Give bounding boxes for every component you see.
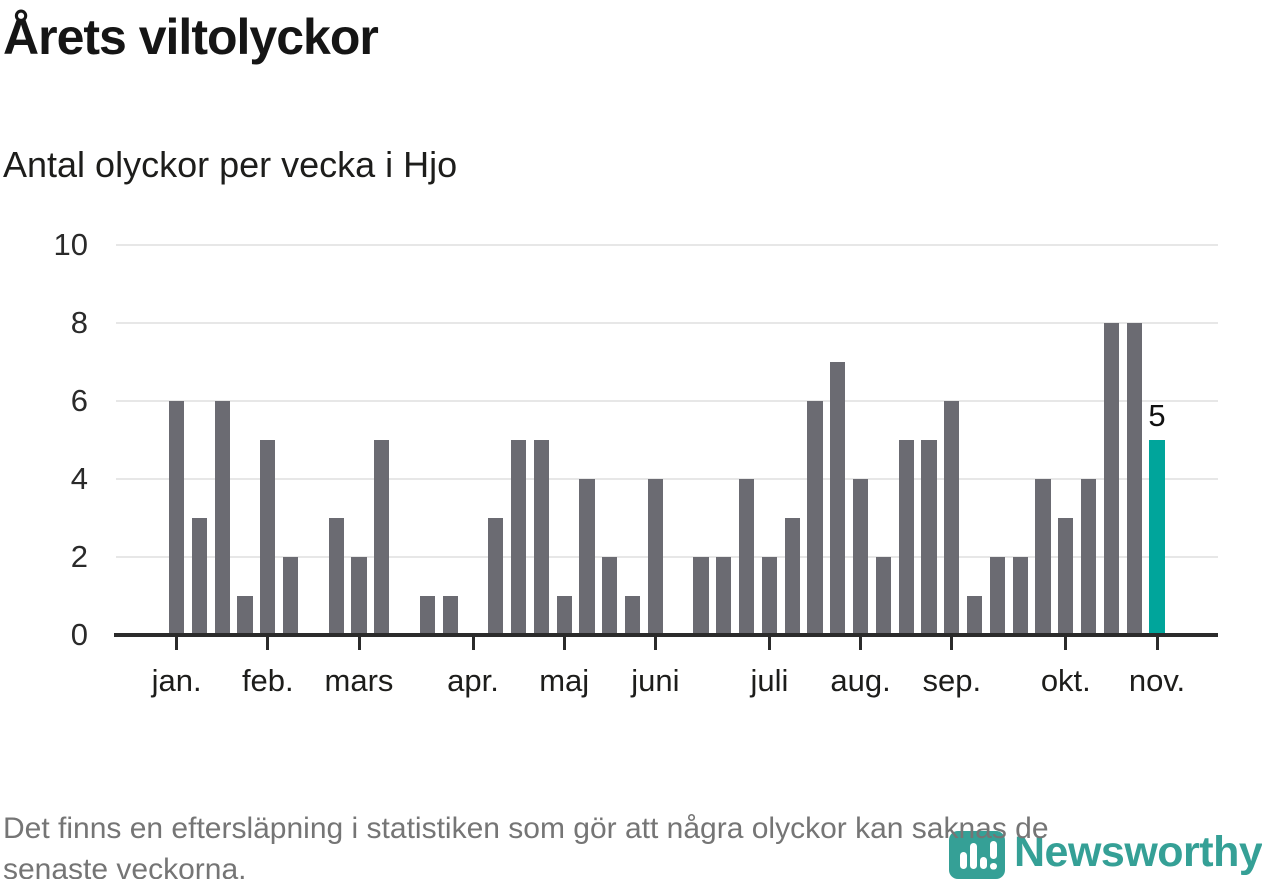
y-tick-label-0: 0 bbox=[70, 617, 88, 652]
bar-week-43 bbox=[1126, 323, 1142, 635]
bar-week-31 bbox=[853, 479, 869, 635]
bar-week-18 bbox=[556, 596, 572, 635]
bar-week-28 bbox=[784, 518, 800, 635]
chart-subtitle: Antal olyckor per vecka i Hjo bbox=[3, 144, 458, 185]
bar-week-37 bbox=[989, 557, 1005, 635]
gridline-2 bbox=[116, 556, 1218, 558]
month-label-feb: feb. bbox=[241, 663, 294, 698]
bar-week-21 bbox=[625, 596, 641, 635]
month-tick-okt bbox=[1064, 637, 1068, 650]
bar-week-1 bbox=[169, 401, 185, 635]
bar-week-5 bbox=[260, 440, 276, 635]
chart-title: Årets viltolyckor bbox=[3, 9, 379, 65]
bar-week-9 bbox=[351, 557, 367, 635]
bar-week-38 bbox=[1012, 557, 1028, 635]
month-label-juni: juni bbox=[631, 663, 680, 698]
newsworthy-wordmark: Newsworthy bbox=[1014, 828, 1262, 876]
bar-week-42 bbox=[1103, 323, 1119, 635]
bar-week-36 bbox=[967, 596, 983, 635]
bar-week-27 bbox=[761, 557, 777, 635]
month-label-mars: mars bbox=[324, 663, 394, 698]
bar-week-12 bbox=[419, 596, 435, 635]
month-tick-juni bbox=[653, 637, 657, 650]
y-tick-label-10: 10 bbox=[53, 227, 88, 262]
bar-week-4 bbox=[237, 596, 253, 635]
bar-week-24 bbox=[693, 557, 709, 635]
month-tick-nov bbox=[1155, 637, 1159, 650]
y-tick-label-2: 2 bbox=[70, 539, 88, 574]
bar-week-2 bbox=[191, 518, 207, 635]
bar-week-16 bbox=[511, 440, 527, 635]
bar-week-35 bbox=[944, 401, 960, 635]
bar-week-8 bbox=[328, 518, 344, 635]
bar-week-17 bbox=[533, 440, 549, 635]
bar-week-10 bbox=[374, 440, 390, 635]
bar-week-33 bbox=[898, 440, 914, 635]
month-tick-aug bbox=[859, 637, 863, 650]
footer-note: Det finns en eftersläpning i statistiken… bbox=[3, 808, 1253, 879]
bar-week-39 bbox=[1035, 479, 1051, 635]
bar-week-30 bbox=[830, 362, 846, 635]
month-tick-apr bbox=[471, 637, 475, 650]
month-tick-mars bbox=[357, 637, 361, 650]
y-tick-label-6: 6 bbox=[70, 383, 88, 418]
month-label-maj: maj bbox=[539, 663, 590, 698]
bar-week-34 bbox=[921, 440, 937, 635]
x-axis-line bbox=[114, 633, 1218, 637]
gridline-4 bbox=[116, 478, 1218, 480]
month-label-jan: jan. bbox=[151, 663, 202, 698]
month-label-okt: okt. bbox=[1040, 663, 1091, 698]
bar-week-40 bbox=[1058, 518, 1074, 635]
bar-week-44 bbox=[1149, 440, 1165, 635]
bar-week-19 bbox=[579, 479, 595, 635]
gridline-10 bbox=[116, 244, 1218, 246]
bar-week-3 bbox=[214, 401, 230, 635]
month-tick-jan bbox=[175, 637, 179, 650]
month-label-juli: juli bbox=[750, 663, 789, 698]
month-label-sep: sep. bbox=[922, 663, 982, 698]
newsworthy-icon bbox=[949, 831, 1005, 879]
month-label-aug: aug. bbox=[830, 663, 891, 698]
footer-note-line-1: Det finns en eftersläpning i statistiken… bbox=[3, 812, 1049, 845]
bar-week-29 bbox=[807, 401, 823, 635]
y-tick-label-8: 8 bbox=[70, 305, 88, 340]
bar-week-32 bbox=[875, 557, 891, 635]
month-tick-juli bbox=[767, 637, 771, 650]
month-label-nov: nov. bbox=[1128, 663, 1186, 698]
month-tick-sep bbox=[950, 637, 954, 650]
gridline-6 bbox=[116, 400, 1218, 402]
bar-week-41 bbox=[1081, 479, 1097, 635]
bar-week-6 bbox=[283, 557, 299, 635]
bar-week-15 bbox=[488, 518, 504, 635]
bar-week-13 bbox=[442, 596, 458, 635]
month-label-apr: apr. bbox=[447, 663, 499, 698]
bar-week-26 bbox=[739, 479, 755, 635]
month-tick-maj bbox=[562, 637, 566, 650]
bar-week-20 bbox=[602, 557, 618, 635]
highlight-value-label: 5 bbox=[1148, 398, 1166, 433]
bar-week-22 bbox=[647, 479, 663, 635]
month-tick-feb bbox=[266, 637, 270, 650]
bar-week-25 bbox=[716, 557, 732, 635]
y-tick-label-4: 4 bbox=[70, 461, 88, 496]
gridline-8 bbox=[116, 322, 1218, 324]
footer-note-line-2: senaste veckorna. bbox=[3, 853, 247, 879]
